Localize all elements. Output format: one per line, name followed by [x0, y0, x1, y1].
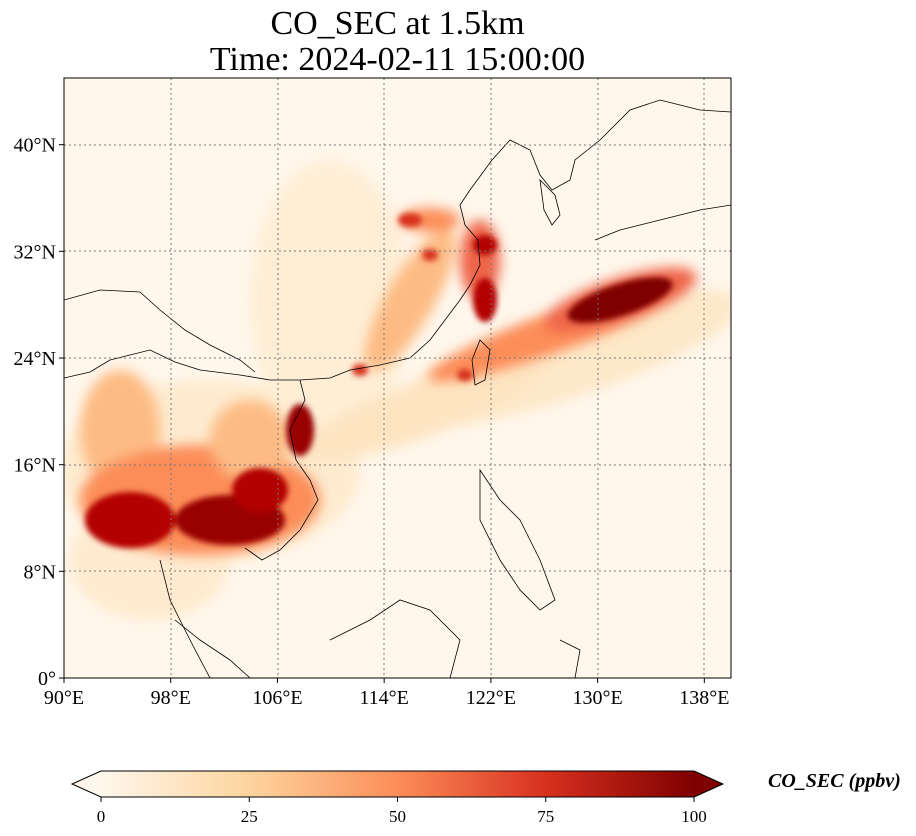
colorbar-tick-label: 0	[97, 807, 106, 826]
concentration-field	[64, 78, 731, 678]
lon-tick-label: 106°E	[252, 687, 302, 709]
gridlines	[64, 78, 731, 678]
colorbar-extend-min	[72, 771, 101, 797]
colorbar-tick-label: 75	[537, 807, 554, 826]
colorbar-extend-max	[694, 771, 723, 797]
lon-tick-label: 90°E	[44, 687, 84, 709]
lon-tick-label: 98°E	[151, 687, 191, 709]
map-title: CO_SEC at 1.5km	[270, 5, 525, 42]
colorbar-gradient	[101, 771, 694, 797]
lat-tick-label: 24°N	[14, 348, 56, 370]
colorbar-tick-label: 100	[681, 807, 707, 826]
colorbar-tick-label: 50	[389, 807, 406, 826]
lat-tick-label: 16°N	[14, 455, 56, 477]
map-subtitle: Time: 2024-02-11 15:00:00	[209, 41, 586, 78]
lat-tick-label: 0°	[38, 668, 56, 690]
colorbar-tick-label: 25	[241, 807, 258, 826]
lat-tick-label: 40°N	[14, 135, 56, 157]
lon-tick-label: 114°E	[359, 687, 408, 709]
lon-tick-label: 130°E	[572, 687, 622, 709]
lon-tick-label: 122°E	[466, 687, 516, 709]
colorbar-label: CO_SEC (ppbv)	[768, 770, 901, 792]
lat-tick-label: 8°N	[24, 561, 56, 583]
axis-ticks: 90°E 98°E 106°E 114°E 122°E 130°E 138°E 0° 8°N 16…	[14, 135, 730, 709]
lon-tick-label: 138°E	[679, 687, 729, 709]
lat-tick-label: 32°N	[14, 241, 56, 263]
colorbar: 0 25 50 75 100	[70, 770, 725, 826]
map-frame	[63, 77, 732, 679]
